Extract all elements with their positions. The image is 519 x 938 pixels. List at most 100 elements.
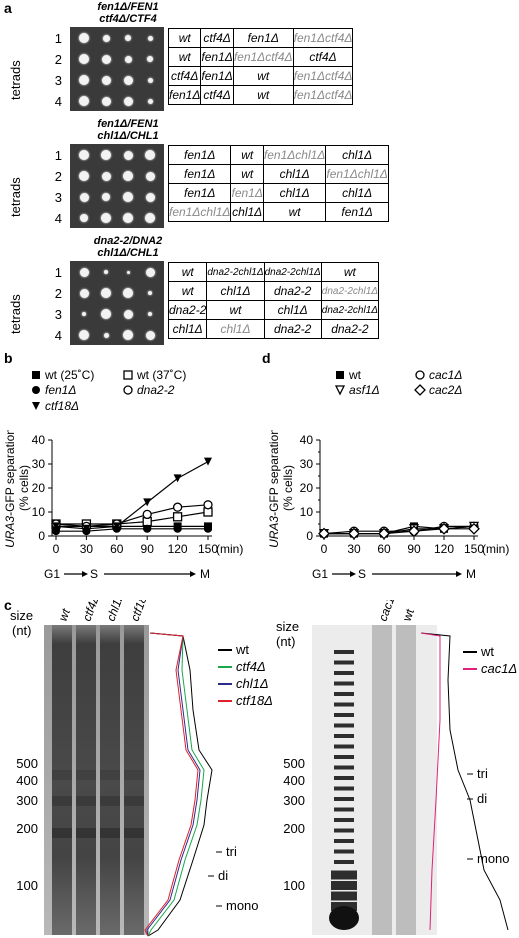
gel-left-lane-label: ctf4Δ [80,600,103,623]
genotype-cell: chl1Δ [230,202,264,222]
chart-d-legend-symbol [336,371,344,379]
tetrad-row-number: 3 [54,307,62,322]
genotype-cell: fen1Δchl1Δ [262,145,327,165]
tetrad-plate-image [70,261,164,345]
chart-b-data-point [112,522,121,531]
gel-right-density-trace [420,632,441,931]
genotype-cell: wt [232,85,294,105]
genotype-cell: wt [230,164,264,184]
colony-spot [79,33,89,43]
genotype-cell: fen1Δctf4Δ [232,47,294,67]
genotype-line1: dna2-2/DNA2 [93,235,163,247]
colony-spot [123,96,133,106]
chart-d-y-label: URA3-GFP separation [267,430,281,548]
chart-b-data-point [173,524,182,533]
chart-d-x-tick-label: 30 [347,542,361,556]
table-row: wt ctf4Δ fen1Δ fen1Δctf4Δ [167,28,354,48]
chart-b-data-point [143,498,152,507]
chart-d-y-tick-label: 40 [300,433,314,447]
chart-d-legend-symbol [414,384,426,396]
colony-spot [79,267,89,277]
genotype-cell: chl1Δ [262,183,327,203]
gel-right-density-trace [420,632,509,931]
colony-spot [101,213,111,223]
colony-spot [123,213,133,223]
chart-d-x-tick-label: 0 [321,542,328,556]
gel-right-lane-label: wt [399,606,417,624]
genotype-cell: fen1Δ [200,66,234,86]
chart-b-phase-arrow [190,571,196,577]
chart-b-legend-label: wt (25˚C) [45,368,95,382]
genotype-cell: wt [320,262,379,282]
colony-spot [101,96,111,106]
genotype-cell: chl1Δ [262,164,327,184]
gel-right-size-marker: 100 [283,878,305,893]
colony-spot [123,309,133,319]
chart-b-data-point [204,524,212,533]
genotype-line2: ctf4Δ/CTF4 [99,13,157,25]
genotype-cell: ctf4Δ [292,47,354,67]
chart-d-y-tick-label: 0 [306,529,313,543]
chart-d-x-unit: (min) [482,542,509,556]
genotype-line1: fen1Δ/FEN1 [97,1,159,13]
genotype-cell: chl1Δ [206,319,265,339]
colony-spot [103,332,109,338]
gel-figure: wt ctf4Δ chl1Δ ctf18Δ500400300200100wtctf4Δ… [16,600,517,937]
tetrad-row-number: 2 [54,169,62,184]
colony-spot [79,330,89,340]
chart-d-data-point [318,527,330,540]
chart-d-y-tick-label: 10 [300,505,314,519]
size-unit-left: (nt) [12,623,32,638]
gel-left-size-marker: 400 [16,773,38,788]
colony-spot [123,150,133,160]
colony-spot [102,34,110,42]
gel-right-size-label: size [276,619,299,634]
genotype-cell: fen1Δctf4Δ [292,85,354,105]
genotype-cell: dna2-2 [320,319,379,339]
tetrad-row-number: 1 [54,148,62,163]
chart-b-y-tick-label: 20 [32,481,46,495]
tetrad-row-number: 4 [54,328,62,343]
genotype-cell: fen1Δ [232,28,294,48]
chart-b-y-label: URA3-GFP separation [3,430,17,548]
chart-b-phase-g1: G1 [44,567,60,581]
genotype-cell: wt [206,300,265,320]
chart-b-x-tick-label: 60 [110,542,124,556]
colony-spot [101,288,111,298]
chart-d-phase-g1: G1 [312,567,328,581]
chart-b-data-point [204,457,212,466]
colony-spot [147,98,153,104]
chart-b-phase-arrow [82,571,88,577]
gel-left-lane [76,625,96,935]
chart-d-y-tick-label: 30 [300,457,314,471]
chart-d-data-point [378,527,390,540]
chart-d-x-tick-label: 150 [464,542,484,556]
chart-b-data-point [172,512,183,522]
gel-right-annotation: mono [477,851,510,866]
chart-b-series-line [56,528,208,532]
chart-b-legend-symbol [32,402,40,410]
gel-left-annotation: mono [226,898,259,913]
tetrads-axis-label: tetrads [8,60,23,100]
chart-b-x-tick-label: 0 [53,542,60,556]
colony-spot [124,55,132,63]
chart-b-x-tick-label: 90 [141,542,155,556]
chart-d-phase-s: S [358,567,366,581]
table-row: wt fen1Δ fen1Δctf4Δ ctf4Δ [167,47,354,67]
gel-right-legend-label: cac1Δ [481,661,517,676]
genotype-cell: fen1Δ [167,183,232,203]
genotype-cell: dna2-2 [263,281,322,301]
chart-b-data-point [143,524,152,533]
genotype-table: wt dna2-2chl1Δ dna2-2chl1Δ wt wt chl1Δ dna2-2 d… [167,262,379,339]
colony-spot [101,309,111,319]
chart-d-legend-symbol [334,385,346,396]
tetrad-row-number: 1 [54,31,62,46]
chart-b-legend-marker [32,386,40,394]
tetrad-plate-image [70,144,164,228]
tetrads-axis-label: tetrads [8,177,23,217]
colony-spot [79,96,89,106]
colony-spot [148,291,152,295]
gel-right-lane [372,625,392,935]
genotype-table: wt ctf4Δ fen1Δ fen1Δctf4Δ wt fen1Δ fen1Δctf4Δ c… [167,28,354,105]
genotype-cell: ctf4Δ [167,66,202,86]
